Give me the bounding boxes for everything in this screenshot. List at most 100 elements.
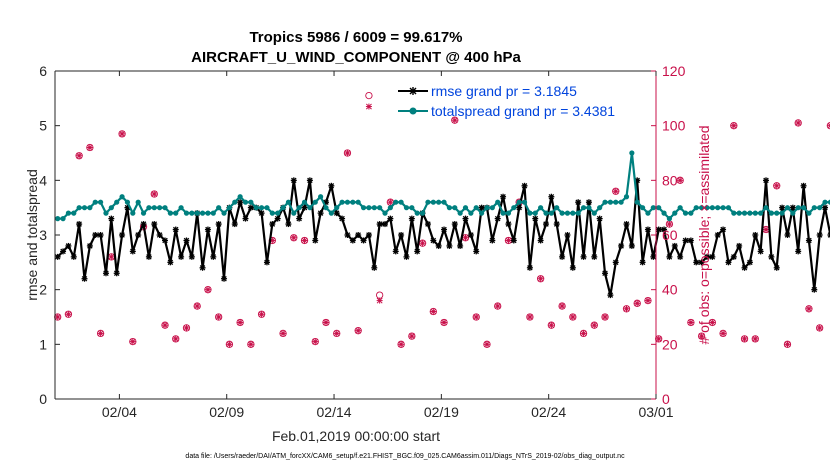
- rmse-point: [800, 182, 807, 189]
- y-right-tick-label: 120: [662, 63, 686, 79]
- x-tick-label: 02/04: [102, 404, 137, 420]
- obs-possible-point: [247, 340, 255, 348]
- totalspread-point: [60, 216, 66, 222]
- totalspread-point: [532, 210, 538, 216]
- rmse-point: [145, 253, 152, 260]
- totalspread-point: [65, 210, 72, 216]
- totalspread-point: [693, 205, 699, 211]
- rmse-point: [328, 182, 335, 189]
- rmse-point: [811, 286, 818, 293]
- rmse-point: [730, 253, 737, 260]
- obs-possible-point: [612, 187, 620, 195]
- y-left-tick-label: 4: [39, 172, 47, 188]
- totalspread-point: [398, 199, 404, 205]
- plot-marks: [54, 91, 830, 348]
- rmse-point: [516, 204, 523, 211]
- rmse-point: [542, 221, 549, 228]
- rmse-point: [612, 259, 619, 266]
- rmse-point: [505, 221, 512, 228]
- rmse-point: [736, 242, 743, 249]
- y-left-tick-label: 3: [39, 227, 47, 243]
- totalspread-point: [500, 210, 506, 216]
- rmse-point: [537, 237, 544, 244]
- obs-assimilated-point: [129, 338, 136, 345]
- rmse-point: [242, 215, 249, 222]
- obs-possible-point: [558, 302, 566, 310]
- rmse-point: [725, 259, 732, 266]
- obs-assimilated-point: [86, 144, 93, 151]
- rmse-point: [591, 253, 598, 260]
- rmse-point: [457, 242, 464, 249]
- rmse-point: [698, 259, 705, 266]
- totalspread-point: [92, 199, 98, 205]
- totalspread-point: [661, 210, 667, 216]
- totalspread-point: [602, 199, 608, 205]
- obs-possible-point: [193, 302, 201, 310]
- totalspread-point: [157, 205, 163, 211]
- rmse-point: [805, 237, 812, 244]
- totalspread-point: [425, 199, 431, 205]
- totalspread-point: [377, 205, 383, 211]
- obs-possible-point: [54, 313, 62, 321]
- obs-assimilated-point: [709, 319, 716, 326]
- obs-possible-point: [75, 152, 83, 160]
- rmse-point: [371, 264, 378, 271]
- totalspread-point: [446, 205, 453, 211]
- obs-possible-point: [676, 176, 684, 184]
- totalspread-point: [479, 210, 485, 216]
- rmse-point: [827, 232, 830, 238]
- obs-possible-point: [472, 313, 480, 321]
- totalspread-point: [800, 205, 807, 211]
- obs-assimilated-point: [376, 297, 383, 304]
- rmse-point: [204, 226, 211, 233]
- obs-assimilated-point: [301, 237, 308, 244]
- rmse-point: [822, 204, 829, 211]
- rmse-point: [462, 215, 469, 222]
- rmse-point: [430, 237, 437, 244]
- rmse-point: [349, 237, 356, 244]
- obs-assimilated-point: [280, 330, 287, 337]
- rmse-point: [661, 226, 668, 233]
- rmse-point: [784, 232, 791, 238]
- totalspread-point: [441, 199, 447, 205]
- totalspread-point: [248, 199, 254, 205]
- obs-assimilated-point: [473, 314, 480, 320]
- obs-assimilated-point: [355, 327, 362, 334]
- totalspread-point: [108, 205, 114, 211]
- totalspread-point: [570, 210, 576, 216]
- totalspread-point: [258, 205, 265, 211]
- totalspread-point: [629, 150, 635, 156]
- totalspread-point: [291, 210, 297, 216]
- totalspread-point: [650, 205, 656, 211]
- rmse-point: [575, 199, 582, 206]
- totalspread-point: [371, 205, 377, 211]
- obs-assimilated-point: [108, 253, 115, 260]
- y-left-tick-label: 6: [39, 63, 47, 79]
- obs-possible-point: [204, 286, 212, 294]
- legend-spread-circle-icon: [409, 107, 417, 115]
- rmse-point: [628, 242, 635, 249]
- totalspread-point: [720, 205, 726, 211]
- obs-assimilated-point: [290, 234, 297, 241]
- rmse-point: [489, 237, 496, 244]
- obs-possible-point: [536, 275, 545, 283]
- obs-assimilated-point: [247, 341, 254, 348]
- legend-rmse-star-icon: [409, 87, 417, 95]
- totalspread-point: [350, 199, 356, 205]
- rmse-point: [602, 270, 609, 277]
- rmse-point: [741, 264, 748, 271]
- totalspread-point: [747, 210, 753, 216]
- obs-assimilated-point: [526, 314, 533, 320]
- totalspread-point: [489, 205, 495, 211]
- totalspread-point: [199, 210, 206, 216]
- obs-assimilated-point: [194, 303, 201, 310]
- y-axis-label-right: # of obs: o=possible; ×=assimilated: [696, 125, 712, 344]
- totalspread-point: [87, 205, 93, 211]
- obs-assimilated-point: [816, 324, 823, 331]
- obs-assimilated-point: [494, 303, 501, 310]
- rmse-point: [521, 182, 528, 189]
- obs-possible-point: [397, 340, 405, 348]
- totalspread-point: [779, 210, 785, 216]
- obs-assimilated-point: [430, 308, 437, 315]
